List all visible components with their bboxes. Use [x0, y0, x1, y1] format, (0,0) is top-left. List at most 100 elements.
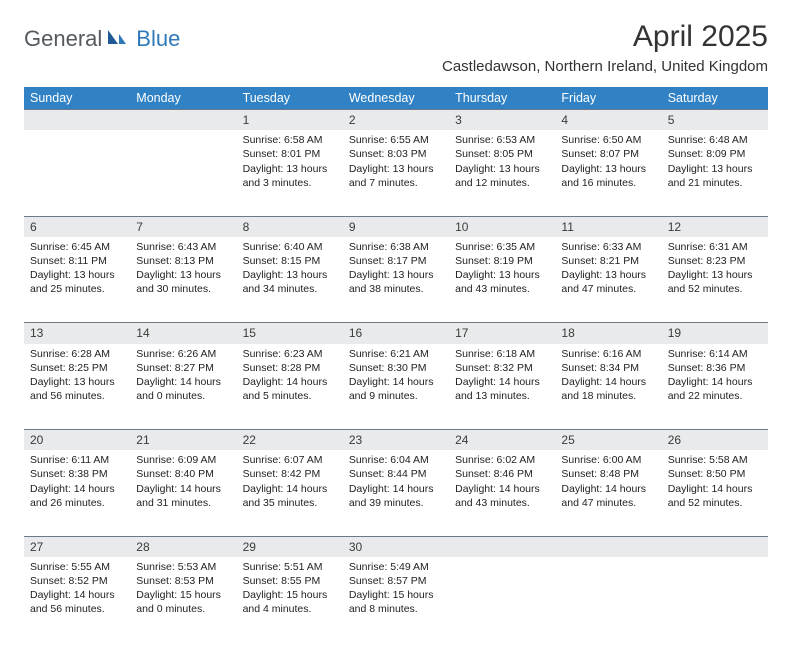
day-cell: Sunrise: 6:14 AMSunset: 8:36 PMDaylight:… [662, 344, 768, 430]
daylight-text-2: and 38 minutes. [349, 282, 443, 296]
day-cell: Sunrise: 6:28 AMSunset: 8:25 PMDaylight:… [24, 344, 130, 430]
sunrise-text: Sunrise: 6:45 AM [30, 240, 124, 254]
content-row: Sunrise: 6:45 AMSunset: 8:11 PM Daylight:… [24, 237, 768, 323]
sunset-text: Sunset: 8:03 PM [349, 147, 443, 161]
daynum-cell: 29 [237, 536, 343, 557]
daynum-cell [24, 110, 130, 131]
daynum-cell: 5 [662, 110, 768, 131]
daynum-cell: 15 [237, 323, 343, 344]
daynum-cell: 26 [662, 430, 768, 451]
day-cell: Sunrise: 6:04 AMSunset: 8:44 PMDaylight:… [343, 450, 449, 536]
day-cell-content: Sunrise: 6:53 AMSunset: 8:05 PMDaylight:… [449, 130, 555, 196]
daylight-text-2: and 43 minutes. [455, 496, 549, 510]
sunrise-text: Sunrise: 6:02 AM [455, 453, 549, 467]
sunrise-text: Sunrise: 6:38 AM [349, 240, 443, 254]
daylight-text-1: Daylight: 13 hours [30, 375, 124, 389]
daylight-text-2: and 35 minutes. [243, 496, 337, 510]
sunset-text: Sunset: 8:01 PM [243, 147, 337, 161]
daylight-text-1: Daylight: 14 hours [561, 375, 655, 389]
sunrise-text: Sunrise: 6:04 AM [349, 453, 443, 467]
daylight-text-2: and 52 minutes. [668, 496, 762, 510]
day-cell: Sunrise: 6:33 AMSunset: 8:21 PMDaylight:… [555, 237, 661, 323]
daylight-text-1: Daylight: 13 hours [668, 162, 762, 176]
day-cell [555, 557, 661, 643]
daylight-text-1: Daylight: 13 hours [136, 268, 230, 282]
daylight-text-1: Daylight: 13 hours [455, 268, 549, 282]
day-cell-content: Sunrise: 6:07 AMSunset: 8:42 PMDaylight:… [237, 450, 343, 516]
daynum-cell: 4 [555, 110, 661, 131]
weekday-header: Friday [555, 87, 661, 110]
daylight-text-2: and 31 minutes. [136, 496, 230, 510]
daylight-text-1: Daylight: 13 hours [243, 268, 337, 282]
weekday-header: Wednesday [343, 87, 449, 110]
daylight-text-1: Daylight: 14 hours [30, 588, 124, 602]
daylight-text-1: Daylight: 14 hours [561, 482, 655, 496]
header: General Blue April 2025 Castledawson, No… [24, 20, 768, 75]
daynum-row: 12345 [24, 110, 768, 131]
day-cell: Sunrise: 5:53 AMSunset: 8:53 PMDaylight:… [130, 557, 236, 643]
sunrise-text: Sunrise: 6:43 AM [136, 240, 230, 254]
sunset-text: Sunset: 8:50 PM [668, 467, 762, 481]
day-cell-content: Sunrise: 5:55 AMSunset: 8:52 PMDaylight:… [24, 557, 130, 623]
calendar-table: Sunday Monday Tuesday Wednesday Thursday… [24, 87, 768, 643]
day-cell: Sunrise: 6:18 AMSunset: 8:32 PMDaylight:… [449, 344, 555, 430]
sunset-text: Sunset: 8:38 PM [30, 467, 124, 481]
sunset-text: Sunset: 8:09 PM [668, 147, 762, 161]
daynum-row: 13141516171819 [24, 323, 768, 344]
month-title: April 2025 [442, 20, 768, 54]
daynum-cell: 8 [237, 216, 343, 237]
sunset-text: Sunset: 8:44 PM [349, 467, 443, 481]
day-cell-content: Sunrise: 6:14 AMSunset: 8:36 PMDaylight:… [662, 344, 768, 410]
sunset-text: Sunset: 8:23 PM [668, 254, 762, 268]
day-cell-content: Sunrise: 6:04 AMSunset: 8:44 PMDaylight:… [343, 450, 449, 516]
weekday-header: Saturday [662, 87, 768, 110]
day-cell: Sunrise: 6:55 AMSunset: 8:03 PMDaylight:… [343, 130, 449, 216]
day-cell-content: Sunrise: 6:18 AMSunset: 8:32 PMDaylight:… [449, 344, 555, 410]
sunrise-text: Sunrise: 6:18 AM [455, 347, 549, 361]
sunset-text: Sunset: 8:15 PM [243, 254, 337, 268]
sunrise-text: Sunrise: 6:07 AM [243, 453, 337, 467]
day-cell-content: Sunrise: 5:53 AMSunset: 8:53 PMDaylight:… [130, 557, 236, 623]
content-row: Sunrise: 6:28 AMSunset: 8:25 PMDaylight:… [24, 344, 768, 430]
day-cell: Sunrise: 6:23 AMSunset: 8:28 PMDaylight:… [237, 344, 343, 430]
daynum-row: 20212223242526 [24, 430, 768, 451]
daynum-cell: 14 [130, 323, 236, 344]
daylight-text-2: and 4 minutes. [243, 602, 337, 616]
day-cell [449, 557, 555, 643]
day-cell-content: Sunrise: 6:16 AMSunset: 8:34 PMDaylight:… [555, 344, 661, 410]
daylight-text-1: Daylight: 14 hours [243, 375, 337, 389]
day-cell-content: Sunrise: 5:51 AMSunset: 8:55 PMDaylight:… [237, 557, 343, 623]
sunset-text: Sunset: 8:52 PM [30, 574, 124, 588]
day-cell: Sunrise: 5:51 AMSunset: 8:55 PMDaylight:… [237, 557, 343, 643]
sunset-text: Sunset: 8:55 PM [243, 574, 337, 588]
sunset-text: Sunset: 8:28 PM [243, 361, 337, 375]
daynum-cell: 17 [449, 323, 555, 344]
sunset-text: Sunset: 8:30 PM [349, 361, 443, 375]
sunrise-text: Sunrise: 6:35 AM [455, 240, 549, 254]
daylight-text-2: and 5 minutes. [243, 389, 337, 403]
day-cell-content: Sunrise: 6:21 AMSunset: 8:30 PMDaylight:… [343, 344, 449, 410]
daylight-text-2: and 52 minutes. [668, 282, 762, 296]
day-cell: Sunrise: 5:55 AMSunset: 8:52 PMDaylight:… [24, 557, 130, 643]
content-row: Sunrise: 6:58 AMSunset: 8:01 PMDaylight:… [24, 130, 768, 216]
day-cell-content: Sunrise: 6:31 AMSunset: 8:23 PMDaylight:… [662, 237, 768, 303]
sunset-text: Sunset: 8:32 PM [455, 361, 549, 375]
daynum-cell: 1 [237, 110, 343, 131]
weekday-header-row: Sunday Monday Tuesday Wednesday Thursday… [24, 87, 768, 110]
day-cell-content: Sunrise: 5:58 AMSunset: 8:50 PMDaylight:… [662, 450, 768, 516]
daynum-cell: 12 [662, 216, 768, 237]
day-cell-content: Sunrise: 6:43 AMSunset: 8:13 PMDaylight:… [130, 237, 236, 303]
daylight-text-1: Daylight: 13 hours [349, 268, 443, 282]
day-cell-content: Sunrise: 6:28 AMSunset: 8:25 PMDaylight:… [24, 344, 130, 410]
daynum-cell: 13 [24, 323, 130, 344]
daylight-text-1: Daylight: 13 hours [668, 268, 762, 282]
day-cell-content: Sunrise: 6:33 AMSunset: 8:21 PMDaylight:… [555, 237, 661, 303]
daynum-cell: 18 [555, 323, 661, 344]
daynum-cell: 30 [343, 536, 449, 557]
sail-icon [106, 28, 126, 51]
sunset-text: Sunset: 8:46 PM [455, 467, 549, 481]
sunset-text: Sunset: 8:21 PM [561, 254, 655, 268]
sunset-text: Sunset: 8:11 PM [30, 254, 124, 268]
daylight-text-1: Daylight: 13 hours [561, 162, 655, 176]
daylight-text-2: and 30 minutes. [136, 282, 230, 296]
